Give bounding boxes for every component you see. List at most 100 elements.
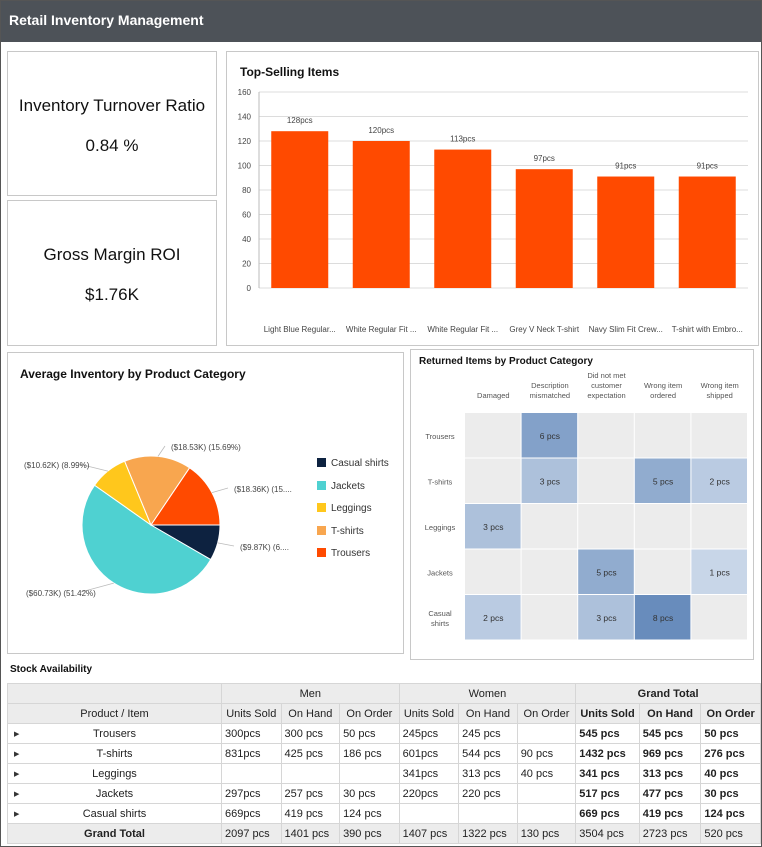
legend-swatch	[317, 503, 326, 512]
heatmap-cell[interactable]	[465, 549, 521, 595]
heatmap-cell[interactable]	[521, 595, 578, 640]
column-header: On Hand	[458, 703, 518, 724]
table-cell: 300pcs	[220, 723, 282, 744]
table-cell	[516, 783, 577, 804]
heatmap-cell[interactable]	[578, 549, 634, 595]
row-header: Casual shirts	[428, 609, 452, 628]
chart-legend: Casual shirts Jackets Leggings T-shirts Trou…	[317, 457, 403, 567]
pie-slice[interactable]	[81, 484, 212, 595]
y-tick-label: 100	[238, 162, 252, 171]
row-label[interactable]: ▶ Trousers	[7, 723, 222, 744]
legend-item[interactable]: Jackets	[317, 480, 365, 494]
row-header: T-shirts	[428, 477, 453, 486]
row-label[interactable]: ▶ T-shirts	[7, 743, 222, 764]
heatmap-cell[interactable]	[634, 413, 691, 458]
table-row[interactable]: ▶ Jackets 297pcs 257 pcs 30 pcs 220pcs 220 pcs…	[7, 783, 761, 804]
bar[interactable]	[271, 131, 329, 288]
heatmap-cell[interactable]	[634, 549, 691, 595]
heatmap-cell[interactable]	[634, 504, 691, 549]
table-cell: 245pcs	[398, 723, 460, 744]
table-cell: 341pcs	[398, 763, 460, 784]
expand-caret-icon[interactable]: ▶	[14, 731, 20, 738]
cell-value-label: 3 pcs	[596, 613, 616, 623]
table-cell: 545 pcs	[575, 723, 640, 744]
table-cell: 124 pcs	[339, 803, 400, 824]
heatmap-cell[interactable]	[578, 458, 634, 504]
row-label[interactable]: ▶ Jackets	[7, 783, 222, 804]
heatmap-cell[interactable]	[691, 458, 747, 504]
table-cell: 220 pcs	[458, 783, 518, 804]
bar-data-label: 91pcs	[697, 162, 718, 171]
legend-item[interactable]: Leggings	[317, 502, 372, 516]
heatmap-cell[interactable]	[521, 458, 578, 504]
leader-line	[211, 487, 229, 494]
heatmap-cell[interactable]	[465, 595, 521, 640]
table-cell: 520 pcs	[700, 823, 761, 844]
heatmap-cell[interactable]	[465, 504, 521, 549]
table-cell: 425 pcs	[280, 743, 341, 764]
table-row[interactable]: ▶ Leggings 341pcs 313 pcs 40 pcs 341 pcs 313 p…	[7, 763, 761, 784]
cell-value-label: 5 pcs	[596, 567, 616, 577]
table-row[interactable]: ▶ Trousers 300pcs 300 pcs 50 pcs 245pcs 245 pc…	[7, 723, 761, 744]
slice-data-label: ($18.36K) (15....	[234, 485, 292, 494]
heatmap-cell[interactable]	[465, 458, 521, 504]
table-cell: 831pcs	[220, 743, 282, 764]
legend-item[interactable]: T-shirts	[317, 525, 364, 539]
expand-caret-icon[interactable]: ▶	[14, 811, 20, 818]
expand-caret-icon[interactable]: ▶	[14, 751, 20, 758]
leader-line	[78, 463, 109, 472]
bar-data-label: 120pcs	[368, 126, 394, 135]
table-cell	[280, 763, 341, 784]
table-cell: 245 pcs	[458, 723, 518, 744]
bar[interactable]	[434, 149, 492, 288]
row-label[interactable]: ▶ Casual shirts	[7, 803, 222, 824]
heatmap-cell[interactable]	[578, 595, 634, 640]
table-cell: 50 pcs	[700, 723, 761, 744]
table-cell	[458, 803, 518, 824]
x-tick-label: Navy Slim Fit Crew...	[589, 325, 663, 334]
heatmap-cell[interactable]	[691, 504, 747, 549]
heatmap-cell[interactable]	[578, 504, 634, 549]
panel-title: Returned Items by Product Category	[419, 356, 593, 367]
row-label-text: Trousers	[92, 727, 136, 740]
heatmap-cell[interactable]	[578, 413, 634, 458]
table-row[interactable]: ▶ T-shirts 831pcs 425 pcs 186 pcs 601pcs 544 p…	[7, 743, 761, 764]
table-cell: 124 pcs	[700, 803, 761, 824]
expand-caret-icon[interactable]: ▶	[14, 791, 20, 798]
legend-item[interactable]: Casual shirts	[317, 457, 389, 471]
heatmap-cell[interactable]	[465, 413, 521, 458]
heatmap-cell[interactable]	[521, 413, 578, 458]
heatmap-cell[interactable]	[521, 549, 578, 595]
heatmap-cell[interactable]	[634, 458, 691, 504]
kpi-value: 0.84 %	[85, 136, 139, 155]
bar[interactable]	[597, 176, 655, 288]
expand-caret-icon[interactable]: ▶	[14, 771, 20, 778]
table-cell: 419 pcs	[280, 803, 341, 824]
row-label[interactable]: ▶ Leggings	[7, 763, 222, 784]
app-header: Retail Inventory Management	[1, 1, 761, 42]
y-tick-label: 120	[238, 137, 252, 146]
row-header: Jackets	[427, 568, 453, 577]
bar[interactable]	[678, 176, 736, 288]
heatmap-cell[interactable]	[691, 549, 747, 595]
table-cell: 390 pcs	[339, 823, 400, 844]
heatmap-cell[interactable]	[521, 504, 578, 549]
heatmap-cell[interactable]	[634, 595, 691, 640]
x-tick-label: White Regular Fit ...	[346, 325, 417, 334]
heatmap-cell[interactable]	[691, 595, 747, 640]
table-cell: 1407 pcs	[398, 823, 460, 844]
table-cell: 544 pcs	[458, 743, 518, 764]
heatmap-cell[interactable]	[691, 413, 747, 458]
column-header: Wrong item shipped	[701, 381, 739, 400]
column-header: Units Sold	[575, 703, 640, 724]
row-header: Trousers	[425, 432, 455, 441]
y-tick-label: 40	[242, 235, 251, 244]
legend-item[interactable]: Trousers	[317, 547, 370, 561]
row-label-text: Leggings	[92, 767, 137, 780]
table-row[interactable]: ▶ Casual shirts 669pcs 419 pcs 124 pcs 669 pc…	[7, 803, 761, 824]
group-header-men: Men	[220, 683, 400, 704]
stock-title: Stock Availability	[10, 664, 93, 675]
bar[interactable]	[515, 169, 573, 288]
table-cell: 186 pcs	[339, 743, 400, 764]
bar[interactable]	[352, 141, 410, 288]
